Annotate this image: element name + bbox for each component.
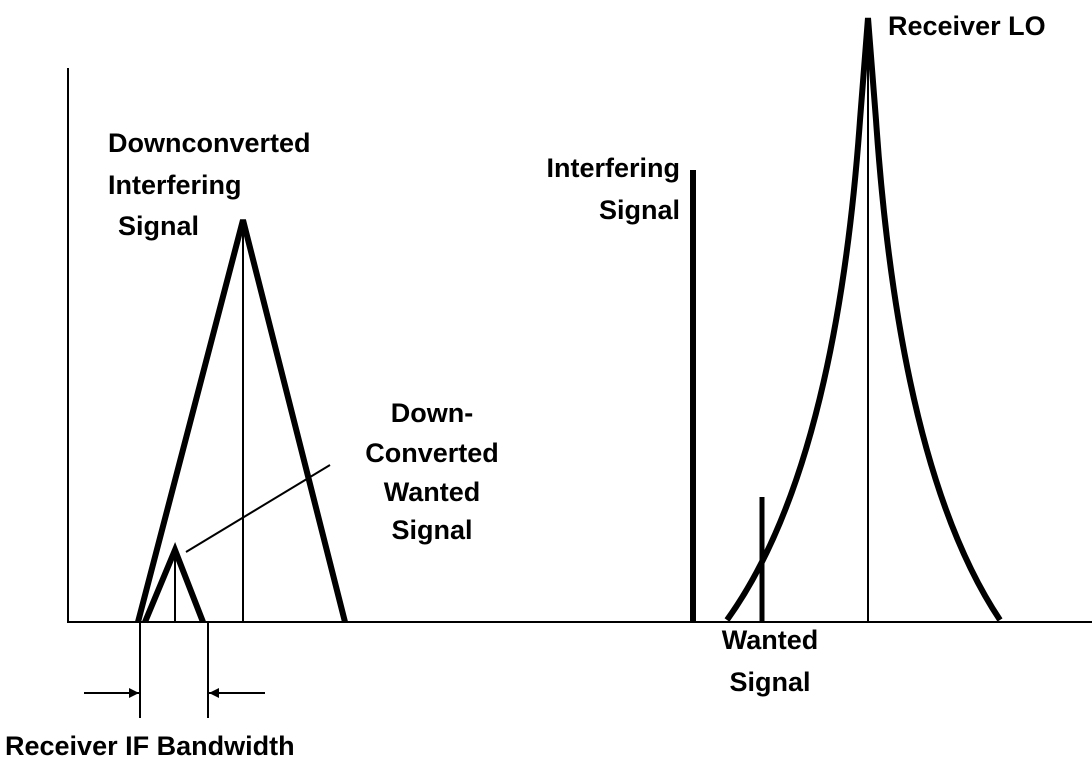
receiver-lo-label: Receiver LO [888,11,1046,41]
label-line: Down- [391,398,473,428]
label-line: Signal [391,515,472,545]
label-line: Signal [729,667,810,697]
label-line: Wanted [384,477,481,507]
receiver-lo-curve [724,17,1003,622]
label-line: Interfering [108,170,242,200]
if-bandwidth-label: Receiver IF Bandwidth [5,731,295,761]
label-line: Signal [118,211,199,241]
label-line: Downconverted [108,128,311,158]
label-line: Signal [599,195,680,225]
label-line: Interfering [546,153,680,183]
label-line: Converted [365,438,499,468]
label-line: Wanted [722,625,819,655]
leader-line [185,464,331,553]
